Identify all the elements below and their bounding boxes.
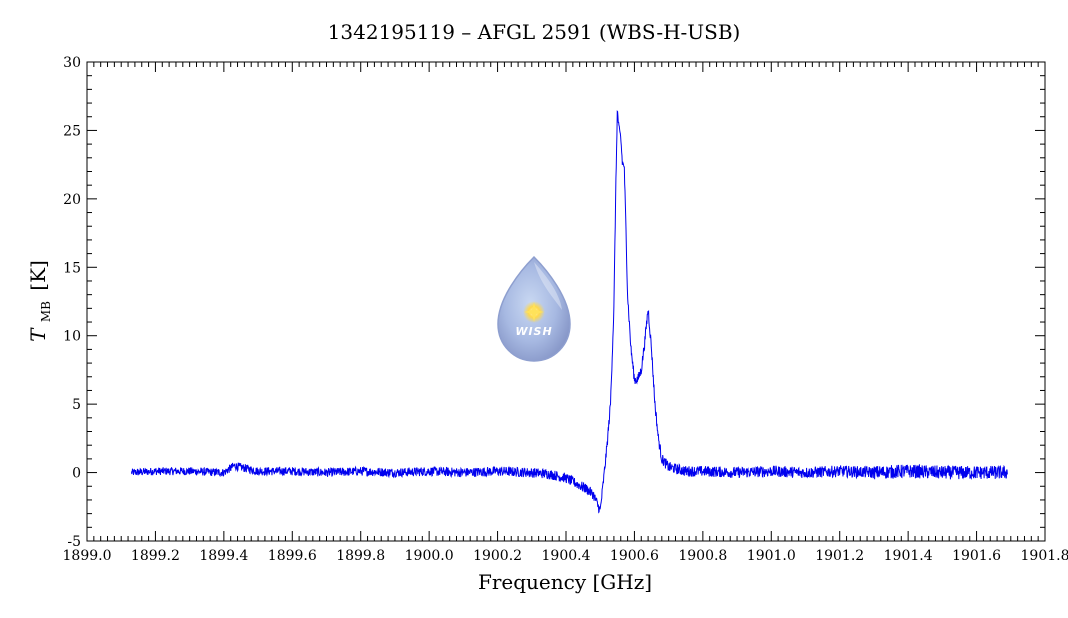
y-axis-label-sub: MB — [39, 301, 53, 322]
x-tick-label: 1899.4 — [199, 548, 248, 564]
x-axis-label: Frequency [GHz] — [478, 570, 652, 594]
svg-text:T MB [K]: T MB [K] — [26, 260, 55, 342]
x-tick-label: 1899.0 — [63, 548, 112, 564]
x-tick-label: 1900.8 — [678, 548, 727, 564]
x-tick-label: 1900.6 — [610, 548, 659, 564]
series-line — [130, 110, 1008, 514]
axis-ticks — [86, 61, 1046, 542]
x-tick-label: 1901.2 — [815, 548, 864, 564]
x-tick-label: 1901.0 — [747, 548, 796, 564]
logo-text: WISH — [515, 325, 552, 338]
y-tick-label: 0 — [72, 466, 81, 482]
x-tick-label: 1899.8 — [336, 548, 385, 564]
y-tick-label: 15 — [63, 260, 81, 276]
y-tick-label: 25 — [63, 123, 81, 139]
tick-labels: 1899.0 1899.2 1899.4 1899.6 1899.8 1900.0 1900… — [63, 55, 1068, 564]
wish-logo: WISH — [497, 255, 571, 362]
y-tick-label: 30 — [63, 55, 81, 71]
x-tick-label: 1900.2 — [473, 548, 522, 564]
y-axis-label: T MB [K] — [26, 260, 55, 342]
x-tick-label: 1900.0 — [405, 548, 454, 564]
y-tick-label: 10 — [63, 329, 81, 345]
y-tick-label: 5 — [72, 397, 81, 413]
y-axis-label-unit: [K] — [26, 260, 50, 291]
y-axis-label-main: T — [26, 327, 50, 342]
x-tick-label: 1900.4 — [542, 548, 591, 564]
chart-title: 1342195119 – AFGL 2591 (WBS-H-USB) — [328, 20, 741, 44]
x-tick-label: 1899.6 — [268, 548, 317, 564]
y-tick-label: 20 — [63, 192, 81, 208]
x-tick-label: 1901.6 — [952, 548, 1001, 564]
x-tick-label: 1901.8 — [1021, 548, 1068, 564]
x-tick-label: 1901.4 — [884, 548, 933, 564]
y-tick-label: -5 — [67, 534, 81, 550]
plot-frame — [86, 61, 1046, 542]
x-tick-label: 1899.2 — [131, 548, 180, 564]
star-icon — [524, 302, 544, 322]
